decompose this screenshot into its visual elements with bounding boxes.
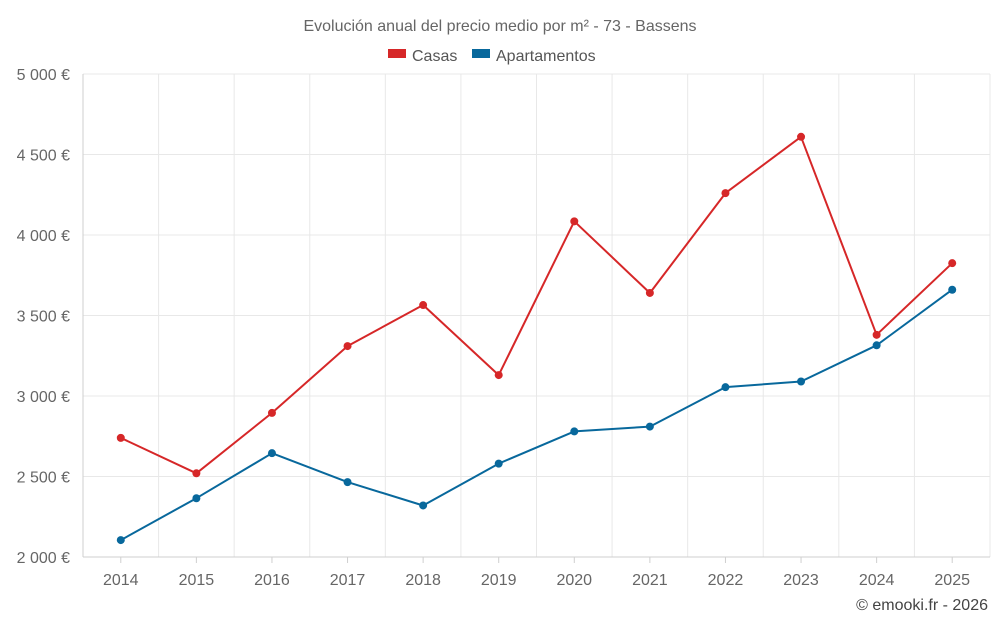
x-tick-label-2025: 2025 [934,572,970,589]
x-tick-label-2017: 2017 [330,572,366,589]
legend-swatch-apartamentos [472,49,490,58]
point-apartamentos-2021[interactable] [645,422,654,431]
point-casas-2015[interactable] [192,469,201,478]
point-casas-2024[interactable] [872,330,881,339]
legend-label-casas: Casas [412,48,457,65]
point-apartamentos-2014[interactable] [116,536,125,545]
point-casas-2018[interactable] [419,301,428,310]
point-casas-2022[interactable] [721,189,730,198]
grid [83,73,991,557]
x-tick-label-2019: 2019 [481,572,517,589]
point-casas-2014[interactable] [116,433,125,442]
point-apartamentos-2020[interactable] [570,427,579,436]
point-apartamentos-2022[interactable] [721,383,730,392]
line-casas [120,135,953,475]
legend-swatch-casas [388,49,406,58]
point-casas-2021[interactable] [645,288,654,297]
y-tick-label-4000: 4 000 € [17,228,70,245]
y-tick-label-4500: 4 500 € [17,148,70,165]
point-apartamentos-2024[interactable] [872,341,881,350]
x-tick-label-2015: 2015 [179,572,215,589]
point-apartamentos-2015[interactable] [192,494,201,503]
point-casas-2020[interactable] [570,217,579,226]
series [116,132,957,545]
point-casas-2017[interactable] [343,342,352,351]
point-apartamentos-2019[interactable] [494,459,503,468]
y-tick-label-3500: 3 500 € [17,309,70,326]
line-apartamentos [120,288,953,541]
y-tick-label-3000: 3 000 € [17,389,70,406]
y-axis-ticks: 2 000 € 2 500 € 3 000 € 3 500 € 4 000 € 4 500… [17,67,70,567]
x-tick-label-2022: 2022 [708,572,744,589]
x-tick-label-2024: 2024 [859,572,895,589]
axes [82,74,990,558]
legend: Casas Apartamentos [388,48,596,65]
point-apartamentos-2018[interactable] [419,501,428,510]
x-tick-label-2021: 2021 [632,572,668,589]
x-tick-label-2023: 2023 [783,572,819,589]
point-apartamentos-2025[interactable] [948,285,957,294]
point-casas-2025[interactable] [948,259,957,268]
point-casas-2016[interactable] [267,408,276,417]
y-tick-label-5000: 5 000 € [17,67,70,84]
x-tick-label-2018: 2018 [405,572,441,589]
legend-label-apartamentos: Apartamentos [496,48,596,65]
x-tick-label-2016: 2016 [254,572,290,589]
series-casas [116,132,957,478]
x-axis-ticks: 2014 2015 2016 2017 2018 2019 2020 2021 2022 2023… [103,557,970,589]
x-tick-label-2014: 2014 [103,572,139,589]
x-tick-label-2020: 2020 [556,572,592,589]
legend-item-apartamentos[interactable]: Apartamentos [472,48,596,65]
chart-title: Evolución anual del precio medio por m² … [303,18,696,35]
credit-text: © emooki.fr - 2026 [856,597,988,614]
legend-item-casas[interactable]: Casas [388,48,457,65]
series-apartamentos [116,285,957,545]
y-tick-label-2500: 2 500 € [17,470,70,487]
point-casas-2019[interactable] [494,371,503,380]
point-casas-2023[interactable] [797,132,806,141]
y-tick-label-2000: 2 000 € [17,550,70,567]
point-apartamentos-2017[interactable] [343,478,352,487]
point-apartamentos-2023[interactable] [797,377,806,386]
point-apartamentos-2016[interactable] [267,449,276,458]
